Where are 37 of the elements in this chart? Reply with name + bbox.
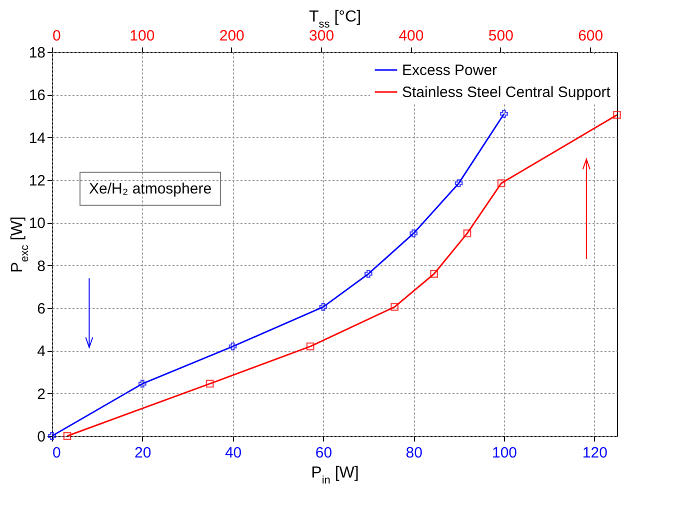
point xyxy=(48,432,56,440)
point xyxy=(319,302,328,311)
x2-tick-label: 500 xyxy=(488,28,514,44)
x-tick-label: 40 xyxy=(224,444,242,462)
x2-tick-label: 600 xyxy=(578,28,604,44)
point xyxy=(500,110,508,118)
x2-tick-label: 100 xyxy=(130,28,155,44)
point xyxy=(410,229,418,238)
x-tick-label: 120 xyxy=(582,444,608,462)
x-tick-label: 0 xyxy=(52,444,61,462)
point xyxy=(138,380,146,388)
legend-label: Stainless Steel Central Support xyxy=(402,84,612,101)
point xyxy=(454,179,463,188)
point xyxy=(364,270,372,278)
x2-tick-label: 200 xyxy=(219,28,244,44)
x2-tick-label: 300 xyxy=(309,28,334,44)
y-tick-label: 0 xyxy=(37,428,46,446)
y-tick-label: 18 xyxy=(28,44,46,62)
x-tick-label: 100 xyxy=(492,444,518,462)
y-tick-label: 6 xyxy=(37,300,46,318)
point xyxy=(228,342,237,350)
y-tick-label: 12 xyxy=(28,172,46,190)
legend-label: Excess Power xyxy=(402,62,498,79)
x-tick-label: 80 xyxy=(406,444,422,462)
x2-tick-label: 0 xyxy=(52,28,61,44)
y-tick-label: 8 xyxy=(37,258,46,275)
y-tick-label: 2 xyxy=(37,386,46,403)
x-axis-title: P$_{in}$ [W] xyxy=(311,464,359,486)
x-tick-label: 60 xyxy=(315,444,332,462)
y-tick-label: 14 xyxy=(28,130,46,147)
annotation: Xe/H₂ atmosphere xyxy=(89,180,212,198)
y-tick-label: 4 xyxy=(37,343,46,360)
x-tick-label: 20 xyxy=(134,444,152,462)
y-tick-label: 16 xyxy=(28,87,46,104)
x2-axis-title: T$_{ss}$ [°C] xyxy=(308,8,362,30)
x2-tick-label: 400 xyxy=(398,28,424,44)
y-tick-label: 10 xyxy=(28,215,46,232)
